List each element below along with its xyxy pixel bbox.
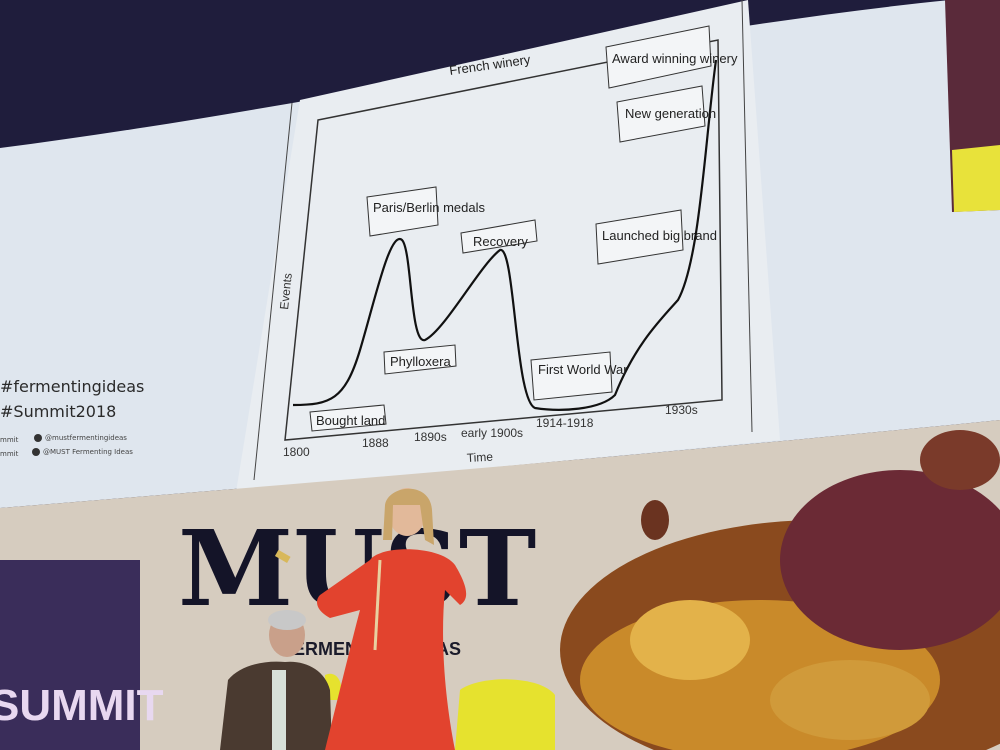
annotation-text: New generation <box>625 106 716 121</box>
slide-yellow-band <box>952 145 1000 212</box>
chart-right-edge <box>741 0 753 433</box>
yellow-chair <box>455 679 555 750</box>
annotation-award-winning-winery: Award winning winery <box>605 25 738 89</box>
x-tick: 1914-1918 <box>536 416 594 430</box>
social-left-2: mmit <box>0 450 19 458</box>
annotation-recovery: Recovery <box>460 219 538 254</box>
annotation-first-world-war: First World War <box>530 351 628 401</box>
instagram-icon <box>34 434 42 442</box>
y-axis-label: Events <box>277 272 295 310</box>
food-pile-image <box>560 430 1000 750</box>
events-curve <box>292 59 718 411</box>
annotation-launched-big-brand: Launched big brand <box>595 209 717 265</box>
social-left-1: mmit <box>0 436 19 444</box>
social-instagram: @mustfermentingideas <box>45 434 127 442</box>
backdrop-purple-panel <box>0 560 140 750</box>
hashtag-summit2018: #Summit2018 <box>0 402 116 421</box>
annotation-text: Recovery <box>473 234 528 249</box>
hashtag-fermentingideas: #fermentingideas <box>0 377 144 396</box>
backdrop-must-logo: MUST <box>178 507 536 630</box>
x-tick: early 1900s <box>461 426 523 440</box>
x-tick: 1890s <box>414 430 447 444</box>
annotation-text: First World War <box>538 362 628 377</box>
annotation-new-generation: New generation <box>616 85 716 143</box>
seated-man <box>220 610 332 750</box>
linkedin-icon <box>32 448 40 456</box>
annotation-text: Phylloxera <box>390 354 451 369</box>
social-linkedin: @MUST Fermenting Ideas <box>43 448 133 456</box>
annotation-paris-berlin-medals: Paris/Berlin medals <box>366 186 485 237</box>
x-axis-label: Time <box>466 450 493 465</box>
side-summit-text: SUMMIT <box>0 681 164 730</box>
x-tick: 1800 <box>283 445 310 459</box>
annotation-phylloxera: Phylloxera <box>383 344 457 375</box>
annotation-bought-land: Bought land <box>309 404 387 432</box>
annotation-text: Paris/Berlin medals <box>373 200 485 215</box>
x-tick: 1888 <box>362 436 389 450</box>
annotation-text: Award winning winery <box>612 51 738 66</box>
annotation-text: Bought land <box>316 413 385 428</box>
chart-frame <box>284 39 723 441</box>
x-tick: 1930s <box>665 403 698 417</box>
speaker-woman <box>274 488 467 750</box>
clicker-remote <box>274 549 291 563</box>
annotation-text: Launched big brand <box>602 228 717 243</box>
y-axis <box>253 102 293 481</box>
